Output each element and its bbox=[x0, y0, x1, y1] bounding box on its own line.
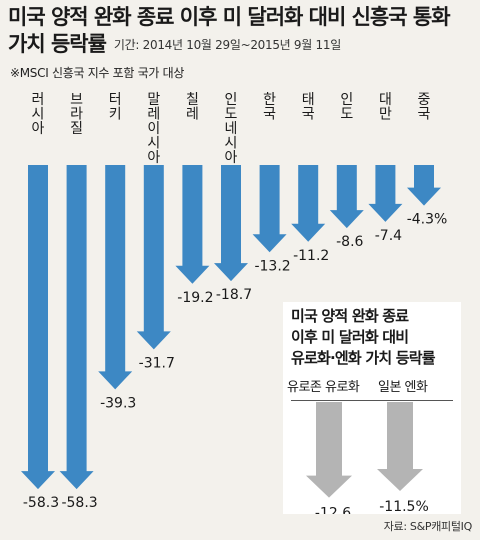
inset-arrow-bar bbox=[377, 402, 423, 491]
category-label-char: 시 bbox=[225, 136, 238, 152]
chart-title-line2: 가치 등락률 bbox=[8, 32, 107, 56]
inset-divider bbox=[291, 400, 453, 401]
category-label-char: 레 bbox=[186, 107, 199, 123]
inset-value-label: -11.5% bbox=[379, 499, 429, 514]
category-label-char: 대 bbox=[379, 92, 392, 108]
inset-arrow-group: -11.5% bbox=[377, 402, 429, 514]
category-label-char: 국 bbox=[263, 107, 276, 123]
chart-note: ※MSCI 신흥국 지수 포함 국가 대상 bbox=[10, 66, 185, 80]
arrow-group: 한국 -13.2 bbox=[252, 92, 291, 274]
category-label-char: 도 bbox=[340, 107, 353, 123]
arrow-bar bbox=[98, 165, 133, 390]
category-label-char: 국 bbox=[302, 107, 315, 123]
inset-arrow-chart: -12.6 -11.5% bbox=[306, 402, 429, 514]
value-label: -58.3 bbox=[61, 495, 97, 511]
category-label-char: 러 bbox=[32, 92, 45, 108]
value-label: -31.7 bbox=[139, 355, 175, 371]
chart-period: 기간: 2014년 10월 29일~2015년 9월 11일 bbox=[113, 38, 341, 52]
category-label-char: 만 bbox=[379, 107, 392, 123]
category-label-char: 태 bbox=[302, 92, 315, 108]
arrow-bar bbox=[136, 165, 171, 350]
source-note: 자료: S&P캐피털IQ bbox=[383, 520, 473, 533]
category-label-char: 인 bbox=[225, 92, 238, 108]
chart-title: 미국 양적 완화 종료 이후 미 달러화 대비 신흥국 통화 가치 등락률 기간:… bbox=[8, 4, 451, 59]
value-label: -58.3 bbox=[23, 495, 59, 511]
value-label: -19.2 bbox=[177, 290, 213, 306]
category-label-char: 터 bbox=[109, 92, 122, 108]
category-label-char: 질 bbox=[70, 121, 83, 137]
value-label: -11.2 bbox=[293, 248, 329, 264]
category-label-char: 라 bbox=[70, 107, 83, 123]
arrow-group: 터키 -39.3 bbox=[98, 92, 136, 411]
category-label-char: 이 bbox=[147, 121, 160, 137]
category-label-char: 인 bbox=[340, 92, 353, 108]
category-label-char: 아 bbox=[32, 121, 45, 137]
inset-category-yen: 일본 엔화 bbox=[378, 380, 428, 395]
category-label-char: 시 bbox=[32, 107, 45, 123]
category-label-char: 키 bbox=[109, 107, 122, 123]
value-label: -7.4 bbox=[375, 228, 402, 244]
arrow-bar bbox=[329, 165, 364, 229]
category-label-char: 도 bbox=[225, 107, 238, 123]
arrow-group: 칠레 -19.2 bbox=[175, 92, 214, 306]
category-label-char: 중 bbox=[418, 92, 431, 108]
inset-arrow-group: -12.6 bbox=[306, 402, 352, 514]
category-label-char: 레 bbox=[147, 107, 160, 123]
arrow-group: 태국 -11.2 bbox=[291, 92, 329, 264]
category-label-char: 브 bbox=[70, 92, 83, 108]
value-label: -39.3 bbox=[100, 395, 136, 411]
arrow-group: 중국 -4.3% bbox=[407, 92, 448, 228]
inset-title-line3: 유로화·엔화 가치 등락률 bbox=[291, 349, 436, 367]
category-label-char: 말 bbox=[147, 92, 160, 108]
category-label-char: 칠 bbox=[186, 92, 199, 108]
arrow-group: 대만 -7.4 bbox=[368, 92, 403, 244]
inset-arrow-bar bbox=[306, 402, 352, 498]
arrow-group: 러시아 -58.3 bbox=[21, 92, 59, 511]
inset-title: 미국 양적 완화 종료 이후 미 달러화 대비 유로화·엔화 가치 등락률 bbox=[291, 306, 436, 369]
arrow-bar bbox=[368, 165, 403, 222]
category-label-char: 아 bbox=[225, 150, 238, 166]
arrow-group: 인도 -8.6 bbox=[329, 92, 364, 250]
arrow-bar bbox=[407, 165, 441, 206]
value-label: -8.6 bbox=[336, 234, 363, 250]
inset-category-euro: 유로존 유로화 bbox=[287, 380, 360, 395]
arrow-bar bbox=[291, 165, 326, 242]
category-label-char: 시 bbox=[147, 136, 160, 152]
arrow-bar bbox=[59, 165, 94, 490]
category-label-char: 아 bbox=[147, 150, 160, 166]
value-label: -13.2 bbox=[254, 258, 290, 274]
arrow-group: 브라질 -58.3 bbox=[59, 92, 98, 511]
category-label-char: 한 bbox=[263, 92, 276, 108]
inset-value-label: -12.6 bbox=[315, 506, 351, 514]
arrow-bar bbox=[252, 165, 287, 253]
value-label: -4.3% bbox=[407, 212, 448, 228]
value-label: -18.7 bbox=[216, 287, 252, 303]
inset-panel: 미국 양적 완화 종료 이후 미 달러화 대비 유로화·엔화 가치 등락률 유로… bbox=[283, 302, 461, 514]
arrow-bar bbox=[21, 165, 55, 490]
arrow-bar bbox=[214, 165, 248, 282]
arrow-bar bbox=[175, 165, 210, 284]
chart-title-line1: 미국 양적 완화 종료 이후 미 달러화 대비 신흥국 통화 bbox=[8, 5, 451, 29]
category-label-char: 네 bbox=[225, 121, 238, 137]
inset-title-line2: 이후 미 달러화 대비 bbox=[291, 328, 409, 346]
inset-title-line1: 미국 양적 완화 종료 bbox=[291, 307, 409, 325]
category-label-char: 국 bbox=[418, 107, 431, 123]
